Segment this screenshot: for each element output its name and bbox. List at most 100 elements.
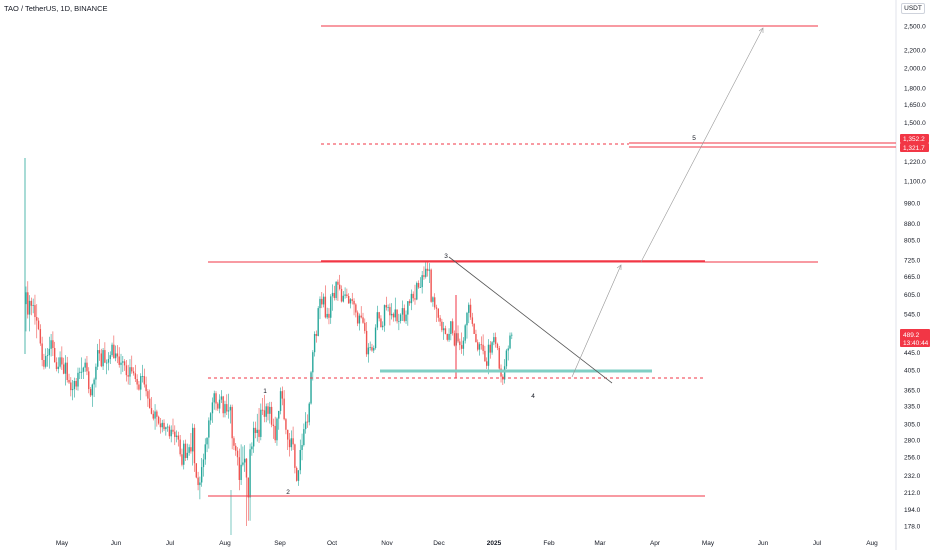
candle bbox=[79, 367, 81, 380]
candle bbox=[195, 463, 197, 479]
candle bbox=[430, 268, 432, 303]
candle bbox=[174, 425, 176, 446]
candle bbox=[148, 389, 151, 409]
candle bbox=[91, 383, 94, 407]
candle bbox=[365, 322, 368, 357]
candle bbox=[382, 321, 384, 331]
candle bbox=[48, 336, 51, 369]
x-tick-label: Jun bbox=[758, 540, 769, 547]
wave-label-2: 2 bbox=[286, 489, 290, 496]
level-price-label: 1,321.7 bbox=[903, 145, 925, 152]
candle bbox=[439, 314, 441, 327]
candle bbox=[172, 418, 174, 435]
candle bbox=[62, 357, 65, 375]
candle bbox=[233, 436, 235, 450]
candle bbox=[425, 260, 427, 279]
candle bbox=[349, 297, 352, 309]
candle bbox=[342, 291, 344, 303]
projection-arrow-2 bbox=[640, 27, 764, 263]
candle bbox=[419, 277, 422, 288]
candle bbox=[170, 425, 172, 443]
candle bbox=[478, 342, 481, 356]
candle bbox=[469, 298, 472, 320]
candle bbox=[53, 341, 56, 363]
candle bbox=[432, 296, 434, 307]
candle bbox=[407, 301, 409, 326]
candle bbox=[143, 368, 146, 388]
y-tick-label: 1,100.0 bbox=[904, 179, 926, 186]
x-tick-label: Jun bbox=[111, 540, 122, 547]
y-tick-label: 2,000.0 bbox=[904, 66, 926, 73]
candle bbox=[163, 419, 165, 432]
candle bbox=[159, 417, 162, 434]
candle bbox=[287, 429, 289, 450]
candle bbox=[213, 390, 215, 410]
candle bbox=[95, 363, 97, 388]
candle bbox=[251, 442, 253, 456]
x-tick-label: May bbox=[56, 540, 69, 547]
candle bbox=[446, 333, 448, 342]
x-tick-label: Nov bbox=[381, 540, 393, 547]
candle bbox=[140, 373, 142, 401]
candle bbox=[491, 341, 493, 355]
candle bbox=[98, 339, 101, 361]
candle bbox=[120, 353, 122, 375]
currency-button[interactable]: USDT bbox=[901, 3, 925, 14]
candle bbox=[261, 398, 264, 416]
y-tick-label: 178.0 bbox=[904, 523, 921, 530]
y-tick-label: 805.0 bbox=[904, 238, 921, 245]
candle bbox=[414, 284, 416, 305]
candle bbox=[269, 401, 271, 424]
candle bbox=[30, 297, 33, 316]
candle bbox=[93, 377, 95, 397]
candle bbox=[339, 274, 341, 291]
candle bbox=[509, 332, 511, 350]
candle bbox=[71, 380, 74, 401]
candle bbox=[355, 303, 357, 318]
y-tick-label: 725.0 bbox=[904, 258, 921, 265]
candle bbox=[235, 442, 237, 456]
y-tick-label: 880.0 bbox=[904, 221, 921, 228]
arrow-head bbox=[616, 264, 622, 270]
y-tick-label: 2,200.0 bbox=[904, 47, 926, 54]
candle bbox=[179, 434, 181, 457]
candle bbox=[405, 310, 407, 324]
candle bbox=[59, 351, 61, 369]
candle bbox=[181, 448, 183, 467]
y-tick-label: 1,650.0 bbox=[904, 102, 926, 109]
y-tick-label: 305.0 bbox=[904, 421, 921, 428]
candle bbox=[376, 305, 379, 331]
candle bbox=[435, 304, 438, 323]
candle bbox=[459, 338, 461, 351]
candle bbox=[362, 312, 364, 324]
y-tick-label: 232.0 bbox=[904, 473, 921, 480]
candle bbox=[315, 330, 318, 343]
candle bbox=[75, 378, 77, 391]
candle bbox=[505, 348, 508, 370]
candle bbox=[204, 438, 206, 465]
candle bbox=[36, 304, 38, 339]
candle bbox=[285, 417, 287, 435]
candle bbox=[290, 430, 293, 451]
candle bbox=[423, 266, 425, 280]
candle bbox=[321, 291, 323, 309]
candle bbox=[118, 347, 120, 368]
candle bbox=[89, 387, 92, 397]
trend-line bbox=[448, 256, 613, 384]
candle bbox=[356, 310, 359, 327]
y-tick-label: 256.0 bbox=[904, 455, 921, 462]
candle bbox=[417, 280, 420, 289]
candle bbox=[442, 322, 445, 340]
y-tick-label: 194.0 bbox=[904, 507, 921, 514]
candle bbox=[166, 423, 169, 432]
candle bbox=[186, 443, 189, 461]
candle bbox=[460, 332, 463, 354]
candle bbox=[502, 374, 504, 385]
candle bbox=[312, 350, 314, 381]
candle bbox=[457, 325, 459, 344]
candle bbox=[260, 403, 262, 441]
candle bbox=[249, 443, 251, 521]
candle bbox=[333, 285, 336, 301]
x-tick-label: Apr bbox=[650, 540, 661, 547]
